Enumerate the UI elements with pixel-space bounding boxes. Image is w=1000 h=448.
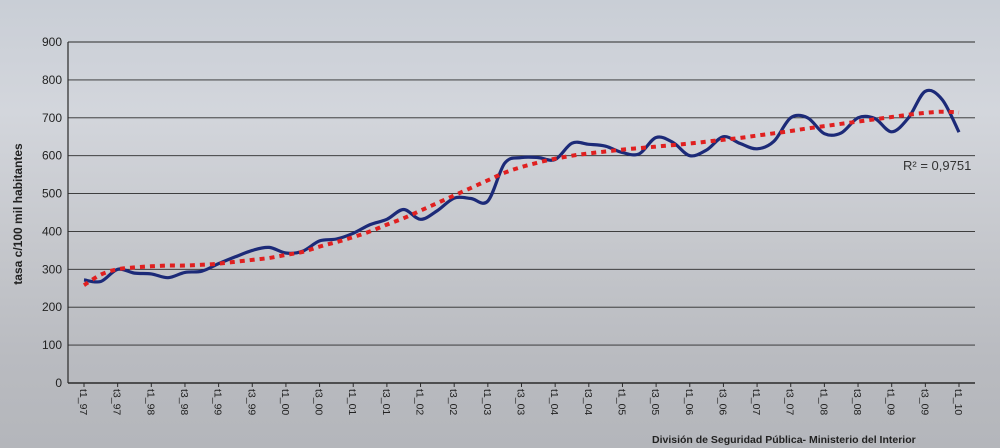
y-tick-label: 300 xyxy=(42,262,62,276)
y-tick-label: 900 xyxy=(42,35,62,49)
x-tick-label: t1_10 xyxy=(952,389,964,415)
y-tick-label: 100 xyxy=(42,338,62,352)
x-tick-label: t1_99 xyxy=(212,389,224,415)
x-tick-label: t1_04 xyxy=(548,389,560,415)
x-tick-label: t3_01 xyxy=(380,389,392,415)
x-tick-label: t3_09 xyxy=(918,389,930,415)
y-tick-label: 700 xyxy=(42,111,62,125)
y-tick-label: 400 xyxy=(42,224,62,238)
y-tick-labels: 0 100 200 300 400 500 600 700 800 900 xyxy=(42,35,62,390)
x-tick-label: t1_05 xyxy=(615,389,627,415)
series-group xyxy=(82,88,961,287)
x-tick-label: t3_02 xyxy=(447,389,459,415)
y-tick-label: 200 xyxy=(42,300,62,314)
x-tick-label: t1_09 xyxy=(885,389,897,415)
x-tick-label: t1_01 xyxy=(346,389,358,415)
y-tick-label: 0 xyxy=(55,376,62,390)
y-tick-label: 500 xyxy=(42,187,62,201)
r-squared-annotation: R² = 0,9751 xyxy=(903,158,971,173)
x-tick-label: t1_02 xyxy=(414,389,426,415)
x-tick-label: t1_08 xyxy=(817,389,829,415)
plot-area xyxy=(68,42,975,383)
x-tick-label: t1_07 xyxy=(750,389,762,415)
y-tick-label: 600 xyxy=(42,149,62,163)
x-tick-label: t3_07 xyxy=(784,389,796,415)
x-tick-label: t3_00 xyxy=(313,389,325,415)
x-tick-label: t1_97 xyxy=(77,389,89,415)
grid-lines xyxy=(67,41,975,384)
x-tick-label: t3_03 xyxy=(515,389,527,415)
x-tick-label: t1_06 xyxy=(683,389,695,415)
x-tick-label: t1_98 xyxy=(144,389,156,415)
x-tick-label: t3_06 xyxy=(716,389,728,415)
x-tick-label: t1_03 xyxy=(481,389,493,415)
x-tick-labels: t1_97 t3_97 t1_98 t3_98 t1_99 t3_99 t1_00 t3_00… xyxy=(77,383,964,415)
y-tick-label: 800 xyxy=(42,73,62,87)
series-line-0 xyxy=(83,88,961,284)
x-tick-label: t3_97 xyxy=(111,389,123,415)
source-note: División de Seguridad Pública- Ministeri… xyxy=(652,434,916,446)
x-tick-label: t3_04 xyxy=(582,389,594,415)
y-axis-label: tasa c/100 mil habitantes xyxy=(11,143,25,285)
x-tick-label: t3_05 xyxy=(649,389,661,415)
x-tick-label: t3_99 xyxy=(245,389,257,415)
x-tick-label: t3_98 xyxy=(178,389,190,415)
trend-line xyxy=(82,109,960,287)
x-tick-label: t1_00 xyxy=(279,389,291,415)
x-tick-label: t3_08 xyxy=(851,389,863,415)
